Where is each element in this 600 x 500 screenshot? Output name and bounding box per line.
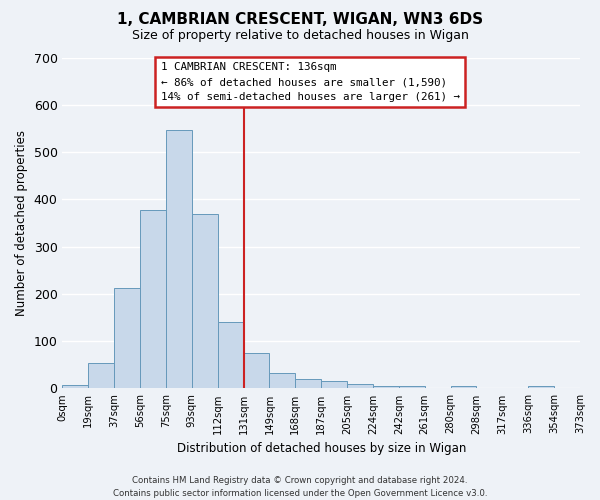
Bar xyxy=(347,384,373,388)
Bar xyxy=(321,381,347,388)
Bar xyxy=(244,352,269,388)
Bar xyxy=(88,364,114,388)
Text: 1 CAMBRIAN CRESCENT: 136sqm
← 86% of detached houses are smaller (1,590)
14% of : 1 CAMBRIAN CRESCENT: 136sqm ← 86% of det… xyxy=(161,62,460,102)
Bar xyxy=(166,130,192,388)
Bar xyxy=(399,386,425,388)
Bar xyxy=(192,214,218,388)
Bar xyxy=(451,386,476,388)
Text: Size of property relative to detached houses in Wigan: Size of property relative to detached ho… xyxy=(131,29,469,42)
Bar xyxy=(269,374,295,388)
Bar xyxy=(62,385,88,388)
Text: Contains HM Land Registry data © Crown copyright and database right 2024.
Contai: Contains HM Land Registry data © Crown c… xyxy=(113,476,487,498)
Text: 1, CAMBRIAN CRESCENT, WIGAN, WN3 6DS: 1, CAMBRIAN CRESCENT, WIGAN, WN3 6DS xyxy=(117,12,483,28)
Bar xyxy=(114,288,140,388)
Y-axis label: Number of detached properties: Number of detached properties xyxy=(15,130,28,316)
X-axis label: Distribution of detached houses by size in Wigan: Distribution of detached houses by size … xyxy=(176,442,466,455)
Bar xyxy=(373,386,399,388)
Bar xyxy=(528,386,554,388)
Bar xyxy=(140,210,166,388)
Bar xyxy=(295,378,321,388)
Bar xyxy=(218,322,244,388)
